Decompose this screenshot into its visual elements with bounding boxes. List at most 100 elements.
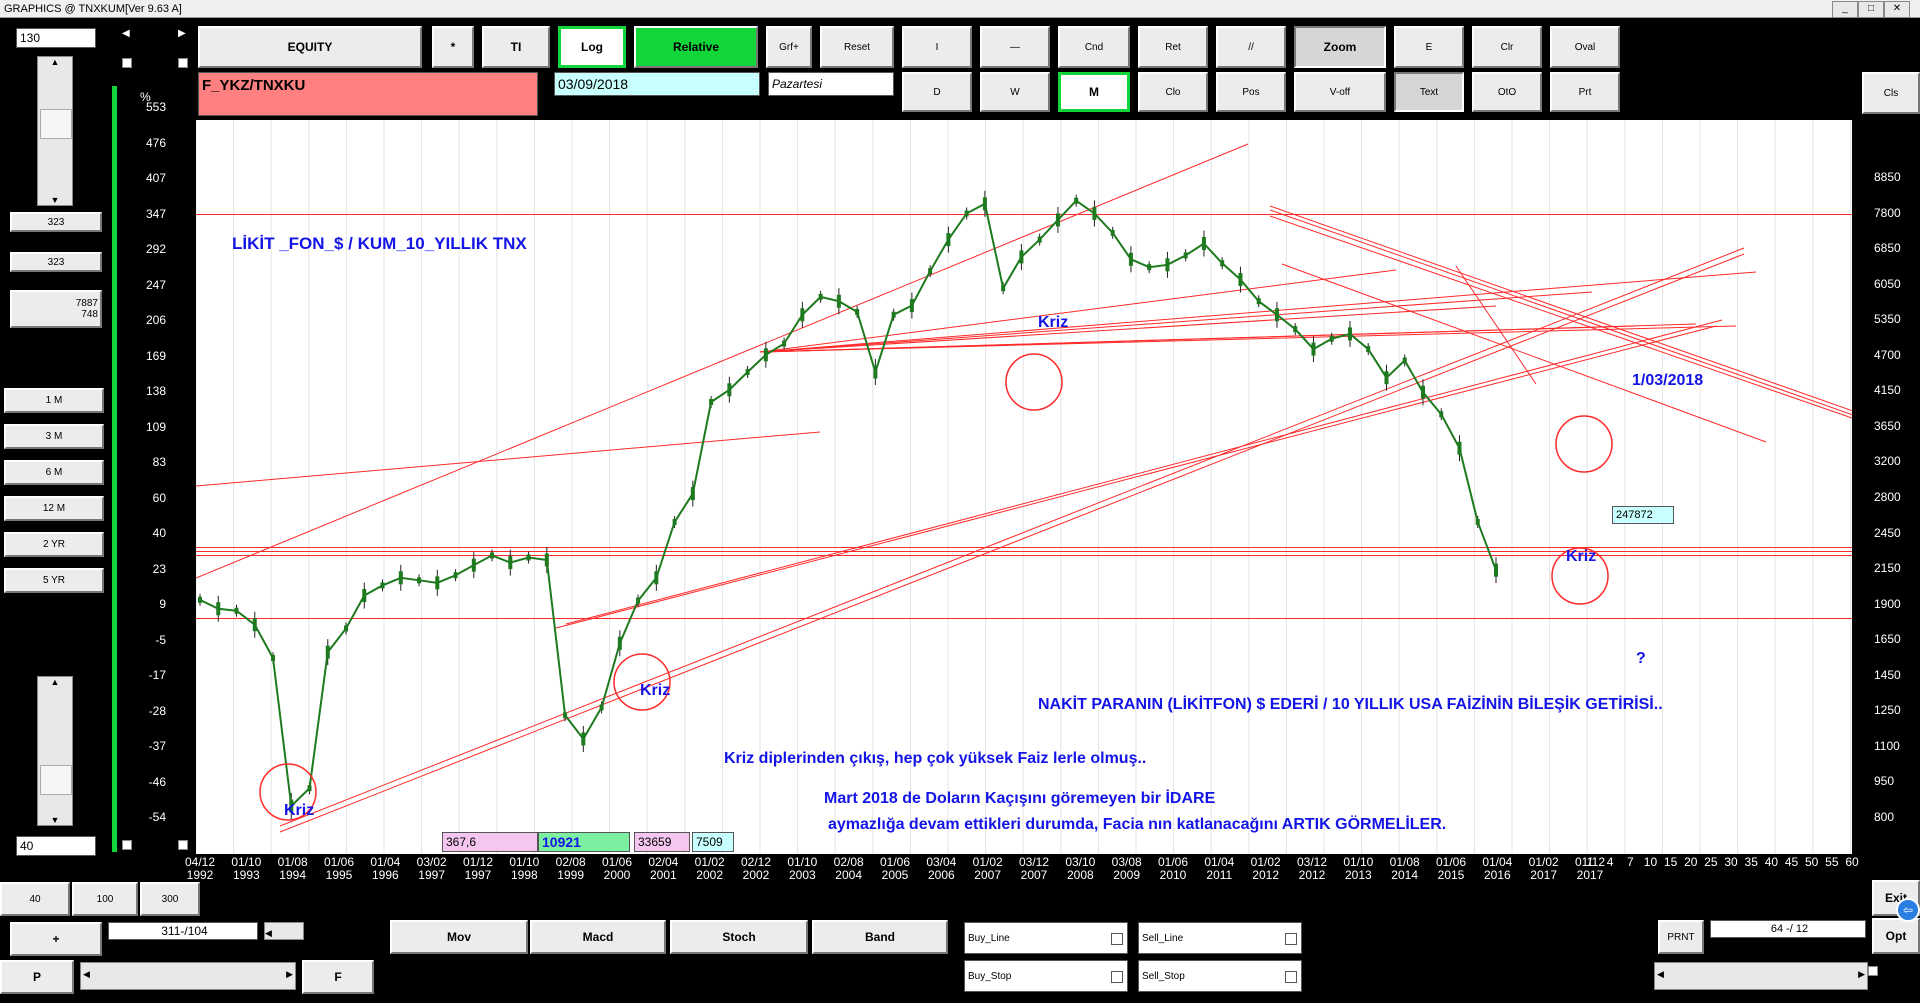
close-button[interactable]: ✕ xyxy=(1884,1,1910,18)
maximize-button[interactable]: □ xyxy=(1858,1,1884,18)
trend-line xyxy=(279,253,1745,833)
scroll-right-icon[interactable]: ▶ xyxy=(1858,969,1865,979)
chart-area[interactable]: LİKİT _FON_$ / KUM_10_YILLIK TNX NAKİT P… xyxy=(196,120,1852,854)
horizontal-scrollbar-right[interactable]: ◀ ▶ xyxy=(1654,962,1868,990)
sell-stop-checkbox[interactable] xyxy=(1285,971,1297,983)
star-button[interactable]: * xyxy=(432,26,474,68)
scroll-left-icon[interactable]: ◀ xyxy=(83,969,90,979)
period-1m-button[interactable]: 1 M xyxy=(4,388,104,413)
ti-button[interactable]: TI xyxy=(482,26,550,68)
scroll-right-icon[interactable]: ▶ xyxy=(286,969,293,979)
corner-checkbox-left[interactable] xyxy=(122,58,132,68)
p-button[interactable]: P xyxy=(0,960,74,994)
position-button[interactable]: Pos xyxy=(1216,72,1286,112)
corner-checkbox-right[interactable] xyxy=(178,58,188,68)
daily-button[interactable]: D xyxy=(902,72,972,112)
scroll-up-icon[interactable]: ▲ xyxy=(50,677,60,687)
horizontal-line-button[interactable]: — xyxy=(980,26,1050,68)
log-button[interactable]: Log xyxy=(558,26,626,68)
weekly-button[interactable]: W xyxy=(980,72,1050,112)
mov-button[interactable]: Mov xyxy=(390,920,528,954)
x-tick-date: 03/12 xyxy=(1296,855,1328,869)
bottom-checkbox-left[interactable] xyxy=(122,840,132,850)
bars-40-button[interactable]: 40 xyxy=(0,882,70,916)
clear-button[interactable]: Clr xyxy=(1472,26,1542,68)
y-left-tick: 553 xyxy=(145,100,166,114)
plus-button[interactable]: + xyxy=(10,922,102,956)
buy-line-checkbox[interactable] xyxy=(1111,933,1123,945)
sell-stop-check[interactable]: Sell_Stop xyxy=(1138,960,1302,992)
text-button[interactable]: Text xyxy=(1394,72,1464,112)
scroll-left-icon[interactable]: ◀ xyxy=(1657,969,1664,979)
macd-button[interactable]: Macd xyxy=(530,920,666,954)
minimize-button[interactable]: _ xyxy=(1832,1,1858,18)
x-tick-date: 03/08 xyxy=(1111,855,1142,869)
scroll-down-icon[interactable]: ▼ xyxy=(50,815,60,825)
x-tick-date: 01/06 xyxy=(1435,855,1467,869)
bar-count-field[interactable]: 130 xyxy=(16,28,96,48)
print-chart-button[interactable]: Prt xyxy=(1550,72,1620,112)
bars-300-button[interactable]: 300 xyxy=(140,882,200,916)
relative-button[interactable]: Relative xyxy=(634,26,758,68)
buy-line-check[interactable]: Buy_Line xyxy=(964,922,1128,954)
bottom-right-checkbox[interactable] xyxy=(1868,966,1878,976)
value-box-b4: 7509 xyxy=(692,832,734,852)
period-2yr-button[interactable]: 2 YR xyxy=(4,532,104,557)
period-6m-button[interactable]: 6 M xyxy=(4,460,104,485)
x-tick-label: 01/04 2016 xyxy=(1477,856,1517,882)
reset-button[interactable]: Reset xyxy=(820,26,894,68)
upper-vertical-scrollbar[interactable]: ▲ ▼ xyxy=(37,56,73,206)
buy-stop-checkbox[interactable] xyxy=(1111,971,1123,983)
exit-arrow-icon[interactable]: ⇦ xyxy=(1896,898,1920,922)
march-2018-circle xyxy=(1555,415,1613,473)
x-tick-year: 2017 xyxy=(1530,868,1557,882)
zoom-button[interactable]: Zoom xyxy=(1294,26,1386,68)
y-right-tick: 2800 xyxy=(1874,490,1901,504)
scroll-thumb[interactable] xyxy=(40,109,72,139)
sell-line-checkbox[interactable] xyxy=(1285,933,1297,945)
trend-line xyxy=(759,291,1593,353)
volume-off-button[interactable]: V-off xyxy=(1294,72,1386,112)
vertical-line-button[interactable]: I xyxy=(902,26,972,68)
oto-button[interactable]: OtO xyxy=(1472,72,1542,112)
scroll-up-icon[interactable]: ▲ xyxy=(50,57,60,67)
stoch-button[interactable]: Stoch xyxy=(670,920,808,954)
f-button[interactable]: F xyxy=(302,960,374,994)
opt-button[interactable]: Opt xyxy=(1872,918,1920,954)
period-3m-button[interactable]: 3 M xyxy=(4,424,104,449)
band-button[interactable]: Band xyxy=(812,920,948,954)
sell-line-check[interactable]: Sell_Line xyxy=(1138,922,1302,954)
equity-button[interactable]: EQUITY xyxy=(198,26,422,68)
counter-scroll[interactable]: ◀ xyxy=(264,922,304,940)
close-price-button[interactable]: Clo xyxy=(1138,72,1208,112)
buy-stop-check[interactable]: Buy_Stop xyxy=(964,960,1128,992)
monthly-button[interactable]: M xyxy=(1058,72,1130,112)
y-left-tick: 292 xyxy=(145,242,166,256)
y-left-tick: -28 xyxy=(148,703,166,718)
parallel-lines-button[interactable]: // xyxy=(1216,26,1286,68)
y-right-tick: 950 xyxy=(1874,774,1895,789)
ret-button[interactable]: Ret xyxy=(1138,26,1208,68)
scroll-down-icon[interactable]: ▼ xyxy=(50,195,60,205)
bars-100-button[interactable]: 100 xyxy=(72,882,138,916)
scroll-thumb[interactable] xyxy=(40,765,72,795)
period-5yr-button[interactable]: 5 YR xyxy=(4,568,104,593)
cls-button[interactable]: Cls xyxy=(1862,72,1920,114)
arrow-left-icon[interactable]: ◀ xyxy=(265,928,272,938)
zoom-value-field[interactable]: 40 xyxy=(16,836,96,856)
prnt-button[interactable]: PRNT xyxy=(1658,920,1704,954)
grf-plus-button[interactable]: Grf+ xyxy=(766,26,812,68)
oval-button[interactable]: Oval xyxy=(1550,26,1620,68)
window-titlebar: GRAPHICS @ TNXKUM[Ver 9.63 A] _ □ ✕ xyxy=(0,0,1920,18)
x-tick-label: 03/12 2007 xyxy=(1014,856,1054,882)
y-left-tick: 206 xyxy=(145,313,166,327)
x-tick-date: 01/12 xyxy=(1574,855,1606,869)
arrow-left-icon[interactable]: ◀ xyxy=(122,28,130,39)
candle-button[interactable]: Cnd xyxy=(1058,26,1130,68)
lower-vertical-scrollbar[interactable]: ▲ ▼ xyxy=(37,676,73,826)
period-12m-button[interactable]: 12 M xyxy=(4,496,104,521)
e-button[interactable]: E xyxy=(1394,26,1464,68)
horizontal-scrollbar-left[interactable]: ◀ ▶ xyxy=(80,962,296,990)
arrow-right-icon[interactable]: ▶ xyxy=(178,28,186,39)
bottom-checkbox-right[interactable] xyxy=(178,840,188,850)
